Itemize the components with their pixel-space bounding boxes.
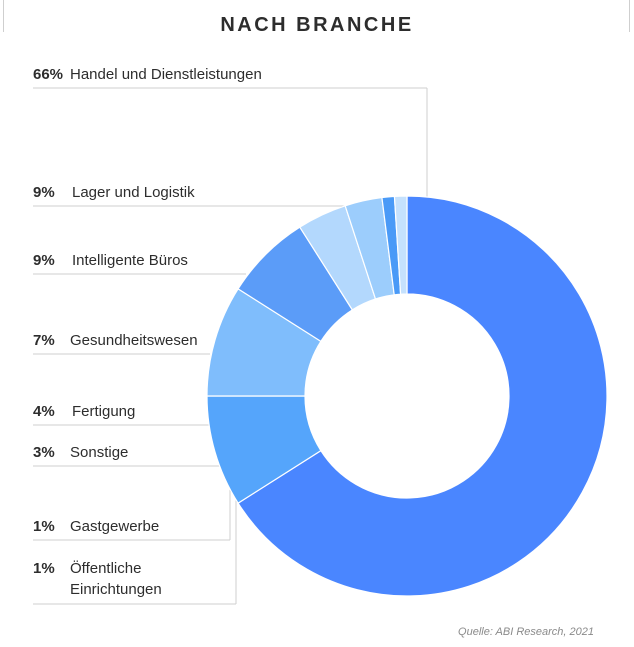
slice-percent-label: 4% xyxy=(33,403,55,420)
slice-category-label: Sonstige xyxy=(70,444,128,461)
slice-category-label: Gesundheitswesen xyxy=(70,332,198,349)
slice-percent-label: 9% xyxy=(33,184,55,201)
slice-percent-label: 1% xyxy=(33,518,55,535)
title-frame xyxy=(3,0,630,32)
slice-percent-label: 9% xyxy=(33,252,55,269)
slice-category-label: Lager und Logistik xyxy=(72,184,195,201)
donut-slices xyxy=(206,195,608,597)
slice-category-label: Öffentliche Einrichtungen xyxy=(70,559,162,598)
slice-category-label: Intelligente Büros xyxy=(72,252,188,269)
slice-percent-label: 66% xyxy=(33,66,63,83)
slice-category-label: Gastgewerbe xyxy=(70,518,159,535)
slice-handel-und-dienstleistungen xyxy=(237,195,608,597)
slice-oeffentliche-einrichtungen xyxy=(393,195,408,295)
slice-category-label: Handel und Dienstleistungen xyxy=(70,66,262,83)
chart-title: NACH BRANCHE xyxy=(220,14,414,36)
source-note: Quelle: ABI Research, 2021 xyxy=(458,626,594,638)
slice-labels: 66% Handel und Dienstleistungen 9% Lager un… xyxy=(33,66,262,598)
slice-percent-label: 1% xyxy=(33,560,55,577)
slice-percent-label: 7% xyxy=(33,332,55,349)
slice-percent-label: 3% xyxy=(33,444,55,461)
slice-category-label: Fertigung xyxy=(72,403,135,420)
